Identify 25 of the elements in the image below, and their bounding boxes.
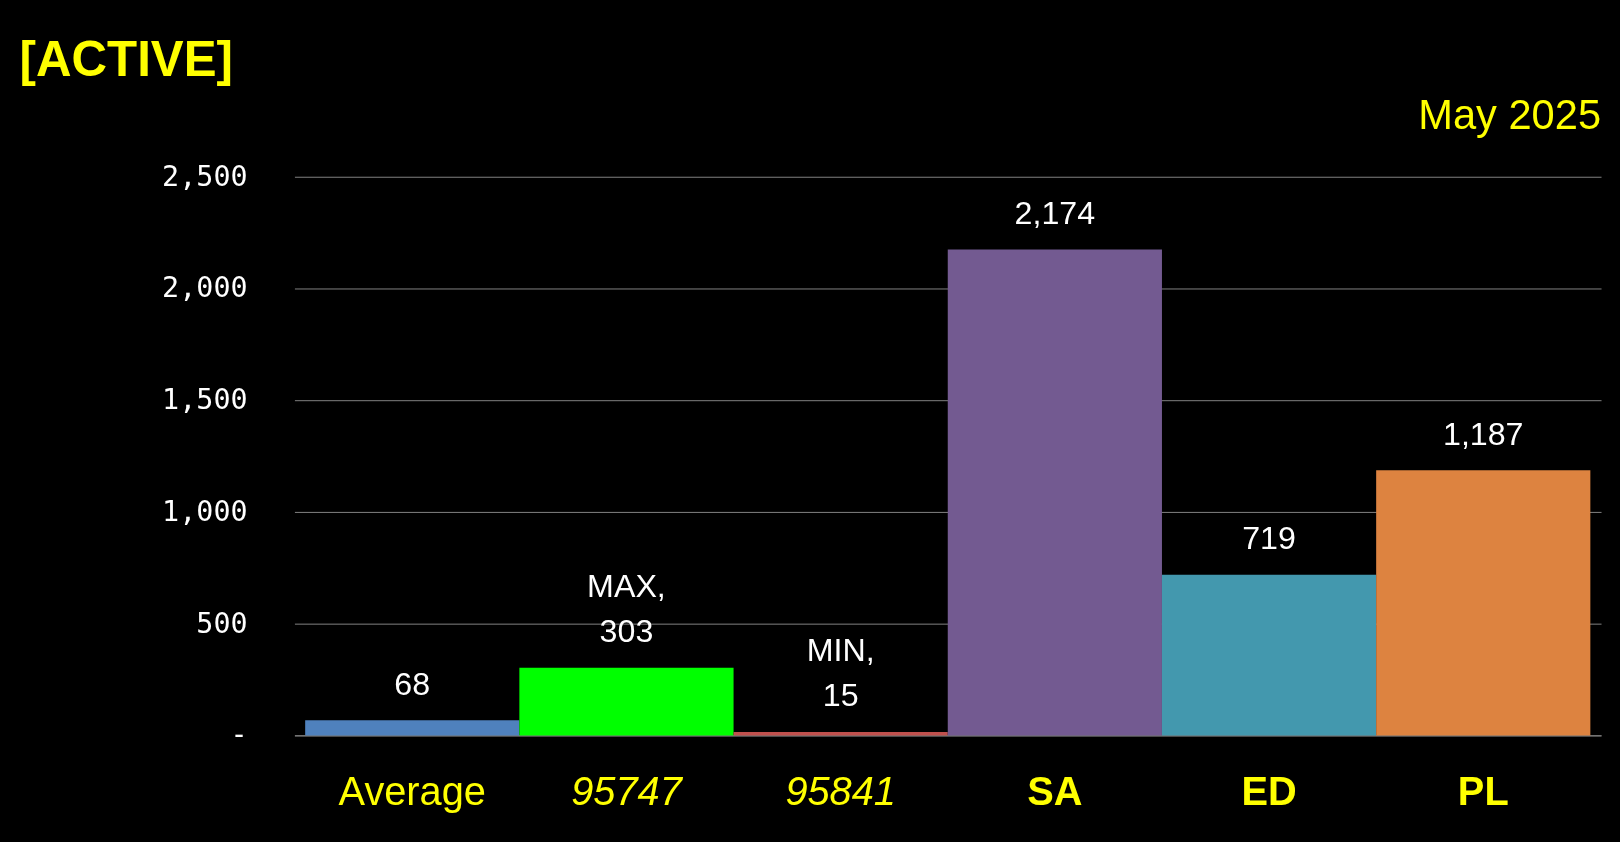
data-label: 719 bbox=[1242, 520, 1296, 557]
x-tick-label: ED bbox=[1241, 768, 1297, 813]
bar bbox=[947, 249, 1162, 736]
text: MAX, 303 bbox=[587, 567, 666, 650]
x-tick-label: SA bbox=[1027, 768, 1083, 813]
bar bbox=[1161, 574, 1377, 736]
x-tick-label: 95747 bbox=[571, 768, 684, 813]
text: MIN, 15 bbox=[806, 632, 875, 714]
x-tick-label: 95841 bbox=[785, 768, 896, 813]
y-tick-label: 1,000 bbox=[162, 494, 248, 528]
x-tick-label: PL bbox=[1457, 768, 1509, 813]
x-tick-label: Average bbox=[338, 768, 486, 813]
data-label: 1,187 bbox=[1442, 415, 1524, 452]
y-tick-label: - bbox=[230, 718, 248, 752]
data-label: 68 bbox=[394, 665, 431, 702]
chart-title: [ACTIVE] bbox=[19, 31, 233, 87]
bar bbox=[305, 720, 520, 736]
bar bbox=[1376, 470, 1591, 736]
data-label: 2,174 bbox=[1014, 195, 1096, 232]
chart-subtitle: May 2025 bbox=[1418, 91, 1602, 139]
y-tick-label: 500 bbox=[196, 606, 248, 640]
y-tick-label: 2,500 bbox=[162, 159, 248, 193]
bar bbox=[519, 667, 734, 736]
y-tick-label: 1,500 bbox=[162, 383, 248, 417]
y-tick-label: 2,000 bbox=[162, 271, 248, 305]
